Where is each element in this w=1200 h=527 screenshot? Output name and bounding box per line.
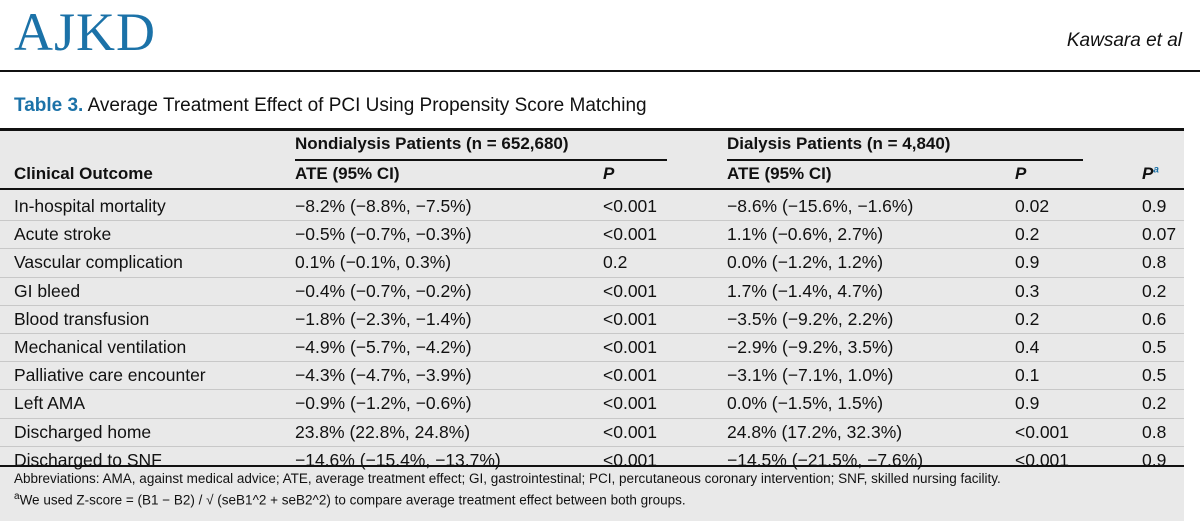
cell-p-dialysis: <0.001 (1015, 449, 1070, 470)
cell-p-dialysis: 0.2 (1015, 308, 1040, 329)
cell-outcome: Discharged home (14, 421, 152, 442)
table-row: Vascular complication 0.1% (−0.1%, 0.3%) 0… (0, 249, 1184, 278)
cell-ate-nondialysis: −1.8% (−2.3%, −1.4%) (295, 308, 472, 329)
table-footnotes: Abbreviations: AMA, against medical advi… (14, 470, 1174, 510)
col-header-ate-dialysis: ATE (95% CI) (727, 164, 832, 183)
cell-outcome: Palliative care encounter (14, 365, 206, 386)
cell-outcome: Left AMA (14, 393, 86, 414)
cell-ate-nondialysis: −4.9% (−5.7%, −4.2%) (295, 336, 472, 357)
group-underline-dialysis (727, 159, 1083, 161)
cell-p-nondialysis: <0.001 (603, 280, 658, 301)
col-header-p-dialysis: P (1015, 164, 1027, 183)
cell-p-comparison: 0.9 (1142, 449, 1167, 470)
cell-ate-nondialysis: −8.2% (−8.8%, −7.5%) (295, 196, 472, 216)
cell-p-comparison: 0.9 (1142, 196, 1167, 216)
cell-p-nondialysis: <0.001 (603, 308, 658, 329)
cell-ate-dialysis: −8.6% (−15.6%, −1.6%) (727, 196, 914, 216)
table-row: Discharged home 23.8% (22.8%, 24.8%) <0.00… (0, 419, 1184, 447)
footnote-marker: a (1153, 164, 1159, 176)
header-divider (0, 70, 1200, 72)
cell-p-comparison: 0.2 (1142, 393, 1167, 414)
cell-p-dialysis: 0.3 (1015, 280, 1040, 301)
cell-p-comparison: 0.5 (1142, 336, 1167, 357)
table-bottom-rule (0, 465, 1184, 467)
table-row: Blood transfusion −1.8% (−2.3%, −1.4%) <0.… (0, 306, 1184, 334)
table-row: In-hospital mortality −8.2% (−8.8%, −7.5%… (0, 193, 1184, 222)
cell-ate-dialysis: −14.5% (−21.5%, −7.6%) (727, 449, 924, 470)
cell-ate-nondialysis: −0.4% (−0.7%, −0.2%) (295, 280, 472, 301)
cell-outcome: Vascular complication (14, 252, 183, 273)
cell-ate-dialysis: −3.1% (−7.1%, 1.0%) (727, 365, 894, 386)
cell-p-comparison: 0.5 (1142, 365, 1167, 386)
cell-outcome: Acute stroke (14, 224, 112, 245)
table-row: Discharged to SNF −14.6% (−15.4%, −13.7%)… (0, 447, 1184, 474)
table-caption: Table 3. Average Treatment Effect of PCI… (14, 95, 647, 117)
cell-p-dialysis: 0.1 (1015, 365, 1040, 386)
cell-p-nondialysis: <0.001 (603, 449, 658, 470)
group-header-dialysis: Dialysis Patients (n = 4,840) (727, 134, 951, 153)
cell-p-comparison: 0.8 (1142, 252, 1167, 273)
cell-ate-dialysis: 0.0% (−1.2%, 1.2%) (727, 252, 884, 273)
cell-p-dialysis: 0.4 (1015, 336, 1040, 357)
cell-outcome: Blood transfusion (14, 308, 150, 329)
col-header-ate-nondialysis: ATE (95% CI) (295, 164, 400, 183)
table-label: Table 3. (14, 95, 84, 116)
cell-p-nondialysis: 0.2 (603, 252, 628, 273)
table-row: Palliative care encounter −4.3% (−4.7%, −… (0, 362, 1184, 391)
col-header-outcome: Clinical Outcome (14, 164, 153, 183)
cell-ate-nondialysis: −0.5% (−0.7%, −0.3%) (295, 224, 472, 245)
table-title: Average Treatment Effect of PCI Using Pr… (87, 95, 647, 116)
cell-ate-nondialysis: 0.1% (−0.1%, 0.3%) (295, 252, 452, 273)
col-header-p-nondialysis: P (603, 164, 615, 183)
cell-ate-nondialysis: −0.9% (−1.2%, −0.6%) (295, 393, 472, 414)
table-top-rule (0, 128, 1184, 131)
cell-p-comparison: 0.07 (1142, 224, 1177, 245)
cell-p-nondialysis: <0.001 (603, 224, 658, 245)
col-header-p-comparison: Pa (1142, 164, 1159, 183)
group-header-nondialysis: Nondialysis Patients (n = 652,680) (295, 134, 569, 153)
cell-p-dialysis: 0.2 (1015, 224, 1040, 245)
table-row: Acute stroke −0.5% (−0.7%, −0.3%) <0.001 1.… (0, 221, 1184, 250)
cell-outcome: Mechanical ventilation (14, 336, 187, 357)
cell-p-dialysis: <0.001 (1015, 421, 1070, 442)
cell-ate-dialysis: −2.9% (−9.2%, 3.5%) (727, 336, 894, 357)
table-row: Mechanical ventilation −4.9% (−5.7%, −4.2… (0, 334, 1184, 363)
cell-ate-dialysis: 1.7% (−1.4%, 4.7%) (727, 280, 884, 301)
cell-p-dialysis: 0.02 (1015, 196, 1050, 216)
cell-ate-dialysis: 0.0% (−1.5%, 1.5%) (727, 393, 884, 414)
cell-p-comparison: 0.8 (1142, 421, 1167, 442)
cell-p-nondialysis: <0.001 (603, 393, 658, 414)
zscore-note: aWe used Z-score = (B1 − B2) / √ (seB1^2… (14, 491, 686, 508)
table-row: Left AMA −0.9% (−1.2%, −0.6%) <0.001 0.0% (… (0, 390, 1184, 419)
header-rule (0, 188, 1184, 190)
group-underline-nondialysis (295, 159, 667, 161)
journal-logo: AJKD (14, 2, 157, 62)
table-body: In-hospital mortality −8.2% (−8.8%, −7.5%… (0, 193, 1184, 474)
cell-p-nondialysis: <0.001 (603, 336, 658, 357)
cell-ate-nondialysis: 23.8% (22.8%, 24.8%) (295, 421, 471, 442)
cell-outcome: Discharged to SNF (14, 449, 162, 470)
results-table: Nondialysis Patients (n = 652,680) Dialy… (0, 128, 1184, 521)
cell-p-nondialysis: <0.001 (603, 365, 658, 386)
cell-outcome: GI bleed (14, 280, 81, 301)
table-row: GI bleed −0.4% (−0.7%, −0.2%) <0.001 1.7% (… (0, 278, 1184, 306)
cell-ate-dialysis: 1.1% (−0.6%, 2.7%) (727, 224, 884, 245)
cell-outcome: In-hospital mortality (14, 196, 166, 216)
running-author: Kawsara et al (1066, 30, 1182, 51)
cell-ate-nondialysis: −14.6% (−15.4%, −13.7%) (295, 449, 501, 470)
column-header-row: Clinical Outcome ATE (95% CI) P ATE (95%… (0, 164, 1184, 188)
abbreviations-note: Abbreviations: AMA, against medical advi… (14, 471, 1001, 486)
cell-ate-dialysis: 24.8% (17.2%, 32.3%) (727, 421, 903, 442)
cell-ate-dialysis: −3.5% (−9.2%, 2.2%) (727, 308, 894, 329)
cell-p-nondialysis: <0.001 (603, 421, 658, 442)
cell-p-comparison: 0.2 (1142, 280, 1167, 301)
cell-p-comparison: 0.6 (1142, 308, 1167, 329)
cell-p-dialysis: 0.9 (1015, 252, 1040, 273)
cell-p-nondialysis: <0.001 (603, 196, 658, 216)
cell-ate-nondialysis: −4.3% (−4.7%, −3.9%) (295, 365, 472, 386)
cell-p-dialysis: 0.9 (1015, 393, 1040, 414)
